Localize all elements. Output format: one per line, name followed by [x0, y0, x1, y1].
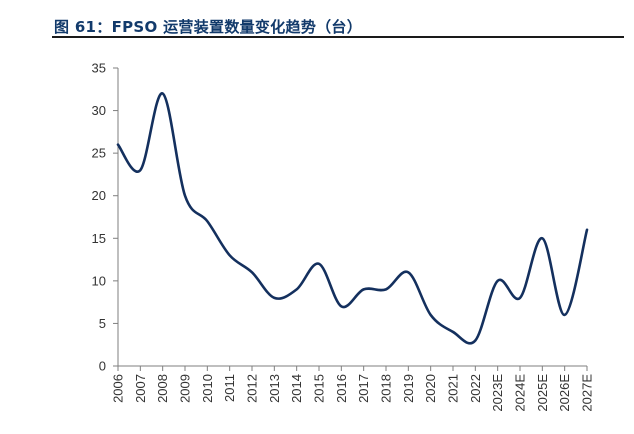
x-tick-label: 2017: [356, 374, 371, 403]
y-tick-label: 35: [92, 61, 106, 76]
y-tick-label: 25: [92, 146, 106, 161]
data-point: [541, 237, 543, 239]
x-tick-label: 2020: [423, 374, 438, 403]
x-tick-label: 2013: [267, 374, 282, 403]
data-point: [295, 288, 297, 290]
x-tick-label: 2016: [334, 374, 349, 403]
x-tick-label: 2012: [245, 374, 260, 403]
data-point: [362, 288, 364, 290]
data-point: [318, 263, 320, 265]
x-tick-label: 2027E: [580, 374, 595, 412]
x-tick-label: 2024E: [513, 374, 528, 412]
data-point: [586, 229, 588, 231]
data-point: [273, 297, 275, 299]
x-tick-label: 2019: [401, 374, 416, 403]
x-tick-label: 2015: [312, 374, 327, 403]
data-point: [563, 314, 565, 316]
x-tick-label: 2026E: [557, 374, 572, 412]
y-tick-labels: 0 5 10 15 20 25 30 35: [92, 61, 106, 374]
y-tick-label: 30: [92, 103, 106, 118]
y-tick-label: 5: [99, 316, 106, 331]
data-point: [184, 195, 186, 197]
figure-title: 图 61：FPSO 运营装置数量变化趋势（台）: [54, 18, 363, 36]
x-tick-label: 2009: [178, 374, 193, 403]
x-tick-labels: 2006 2007 2008 2009 2010 2011 2012 2013 2014 2015…: [111, 374, 595, 412]
x-tick-label: 2025E: [535, 374, 550, 412]
x-tick-label: 2010: [200, 374, 215, 403]
x-tick-label: 2023E: [490, 374, 505, 412]
data-point: [407, 271, 409, 273]
data-point: [474, 339, 476, 341]
series-layer: [116, 92, 589, 345]
x-tick-label: 2008: [155, 374, 170, 403]
x-tick-label: 2014: [289, 374, 304, 403]
x-tick-label: 2018: [379, 374, 394, 403]
x-tick-label: 2021: [446, 374, 461, 403]
x-tick-label: 2011: [222, 374, 237, 402]
data-point: [385, 288, 387, 290]
data-point: [429, 314, 431, 316]
data-point: [206, 220, 208, 222]
y-tick-label: 20: [92, 188, 106, 203]
data-point: [452, 331, 454, 333]
figure-header: 图 61：FPSO 运营装置数量变化趋势（台）: [52, 14, 624, 38]
data-point: [519, 297, 521, 299]
data-point: [117, 143, 119, 145]
data-point: [251, 271, 253, 273]
y-tick-label: 0: [99, 359, 106, 374]
data-point: [340, 305, 342, 307]
series-line: [116, 92, 589, 345]
data-point: [139, 169, 141, 171]
data-point: [228, 254, 230, 256]
x-tick-label: 2007: [133, 374, 148, 403]
chart-axes: [113, 67, 588, 371]
x-tick-label: 2022: [468, 374, 483, 403]
data-point: [496, 280, 498, 282]
data-point: [161, 92, 163, 94]
y-tick-label: 10: [92, 273, 106, 288]
y-tick-label: 15: [92, 231, 106, 246]
x-tick-label: 2006: [111, 374, 126, 403]
